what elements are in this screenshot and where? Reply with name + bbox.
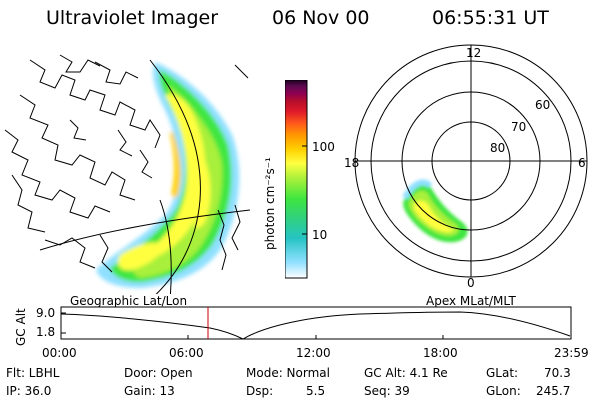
- glon-value: 245.7: [536, 384, 571, 398]
- time-tick-1800: 18:00: [423, 346, 458, 360]
- dsp-label: Dsp:: [246, 384, 274, 398]
- mode-info: Mode: Normal: [246, 366, 330, 380]
- geographic-panel-label: Geographic Lat/Lon: [70, 294, 188, 308]
- mlt-label-6: 6: [578, 156, 586, 170]
- gain-info: Gain: 13: [124, 384, 175, 398]
- time-tick-0000: 00:00: [42, 346, 77, 360]
- time-tick-1200: 12:00: [296, 346, 331, 360]
- ip-info: IP: 36.0: [6, 384, 52, 398]
- time-tick-2359: 23:59: [554, 346, 589, 360]
- colorbar-tick-10: 10: [312, 228, 328, 242]
- gc-alt-info: GC Alt: 4.1 Re: [364, 366, 448, 380]
- altitude-axis-label: GC Alt: [14, 308, 28, 346]
- glat-value: 70.3: [544, 366, 571, 380]
- colorbar-unit-label: photon cm⁻²s⁻¹: [263, 157, 277, 250]
- altitude-plot: [60, 306, 572, 340]
- mlat-label-60: 60: [535, 98, 551, 112]
- time-label: 06:55:31 UT: [432, 7, 549, 29]
- polar-mlat-mlt-plot: [354, 44, 588, 278]
- altitude-curve: [60, 311, 571, 340]
- colorbar-tick-100: 100: [312, 140, 335, 154]
- instrument-title: Ultraviolet Imager: [46, 7, 219, 29]
- mlt-label-0: 0: [467, 276, 475, 290]
- mlt-label-12: 12: [466, 46, 482, 60]
- altitude-tick-9: 9.0: [36, 306, 56, 320]
- filter-info: Flt: LBHL: [6, 366, 60, 380]
- altitude-tick-1-8: 1.8: [36, 325, 56, 339]
- date-label: 06 Nov 00: [272, 7, 370, 29]
- door-info: Door: Open: [124, 366, 193, 380]
- seq-info: Seq: 39: [364, 384, 410, 398]
- polar-panel-label: Apex MLat/MLT: [426, 294, 516, 308]
- glon-label: GLon:: [486, 384, 521, 398]
- intensity-colorbar: [285, 80, 308, 279]
- geographic-auroral-image: [4, 54, 251, 294]
- dsp-value: 5.5: [306, 384, 326, 398]
- mlt-label-18: 18: [344, 156, 360, 170]
- glat-label: GLat:: [486, 366, 519, 380]
- mlat-label-80: 80: [490, 141, 506, 155]
- mlat-label-70: 70: [511, 120, 527, 134]
- time-tick-0600: 06:00: [169, 346, 204, 360]
